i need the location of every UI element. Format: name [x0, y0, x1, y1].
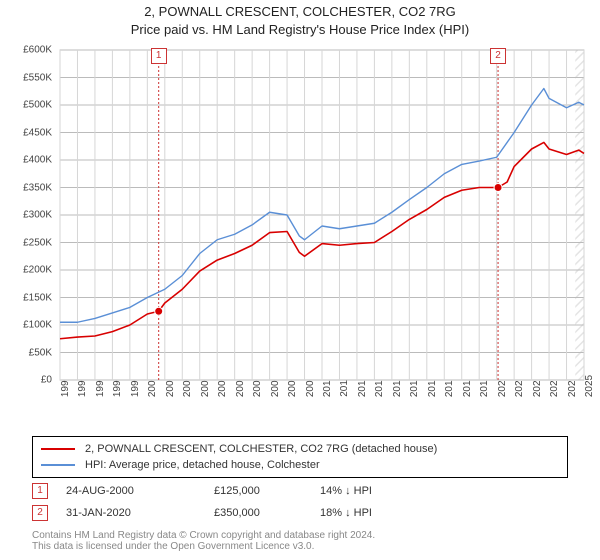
footer-line-2: This data is licensed under the Open Gov… [32, 541, 572, 552]
data-point [494, 184, 502, 192]
event-price: £125,000 [214, 485, 320, 497]
plot-svg [12, 46, 588, 384]
legend-swatch [41, 464, 75, 466]
event-price: £350,000 [214, 507, 320, 519]
event-delta: 14% ↓ HPI [320, 485, 440, 497]
footer-line-1: Contains HM Land Registry data © Crown c… [32, 530, 572, 541]
event-delta: 18% ↓ HPI [320, 507, 440, 519]
chart-subtitle: Price paid vs. HM Land Registry's House … [0, 22, 600, 37]
event-row: 1 24-AUG-2000£125,00014% ↓ HPI [32, 480, 568, 502]
event-table: 1 24-AUG-2000£125,00014% ↓ HPI 2 31-JAN-202… [32, 480, 568, 524]
chart-container: 2, POWNALL CRESCENT, COLCHESTER, CO2 7RG… [0, 0, 600, 560]
legend-label: HPI: Average price, detached house, Colc… [85, 459, 320, 471]
legend: 2, POWNALL CRESCENT, COLCHESTER, CO2 7RG… [32, 436, 568, 478]
chart-area: £0£50K£100K£150K£200K£250K£300K£350K£400… [12, 46, 588, 426]
event-date: 31-JAN-2020 [66, 507, 214, 519]
event-row: 2 31-JAN-2020£350,00018% ↓ HPI [32, 502, 568, 524]
event-number: 2 [32, 505, 48, 521]
footer: Contains HM Land Registry data © Crown c… [32, 530, 572, 552]
event-marker: 1 [151, 48, 167, 64]
legend-swatch [41, 448, 75, 450]
legend-label: 2, POWNALL CRESCENT, COLCHESTER, CO2 7RG… [85, 443, 437, 455]
legend-row: HPI: Average price, detached house, Colc… [41, 457, 559, 473]
event-date: 24-AUG-2000 [66, 485, 214, 497]
legend-row: 2, POWNALL CRESCENT, COLCHESTER, CO2 7RG… [41, 441, 559, 457]
event-number: 1 [32, 483, 48, 499]
data-point [155, 307, 163, 315]
event-marker: 2 [490, 48, 506, 64]
chart-title: 2, POWNALL CRESCENT, COLCHESTER, CO2 7RG [0, 4, 600, 19]
